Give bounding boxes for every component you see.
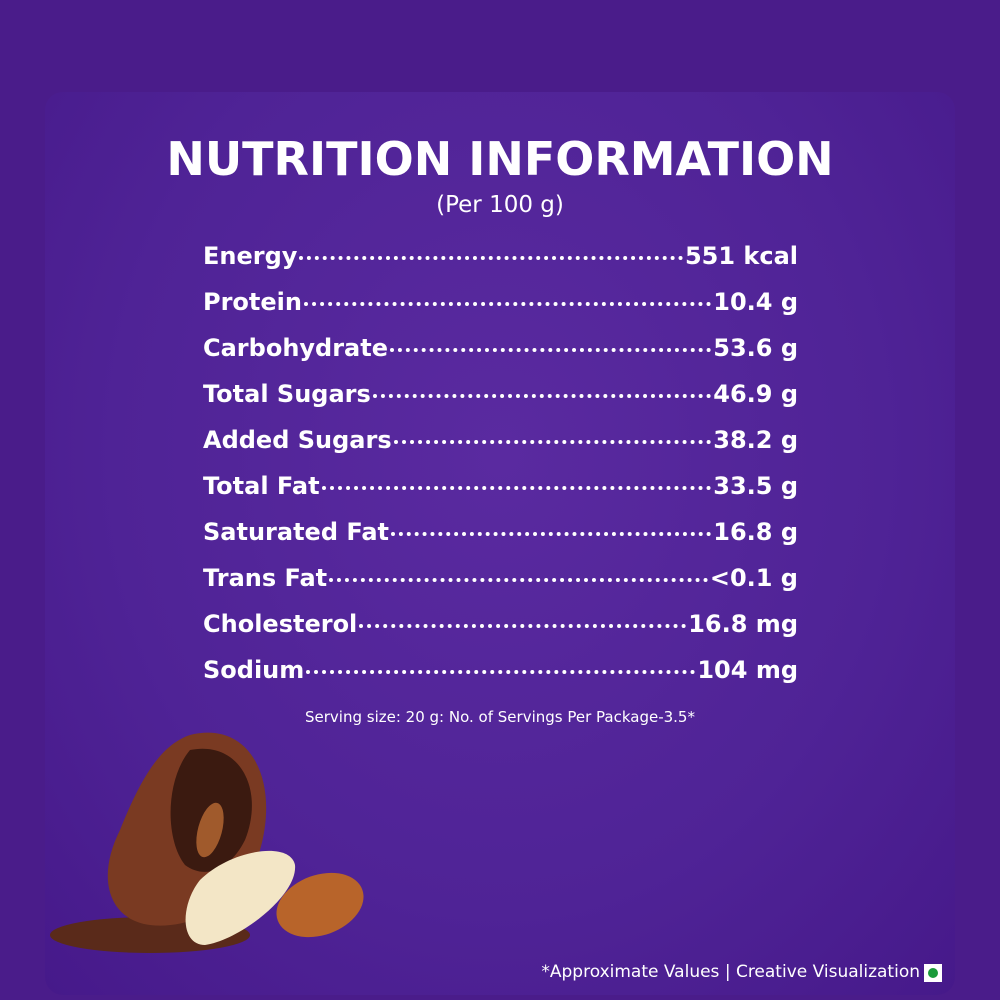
almond-illustration [50,732,364,953]
nutrient-name: Added Sugars [203,426,392,454]
nutrient-name: Energy [203,242,298,270]
nutrient-name: Carbohydrate [203,334,389,362]
dot-leader [390,348,712,352]
dot-leader [391,532,712,536]
split-almond [185,850,296,945]
nutrient-name: Total Sugars [203,380,371,408]
nutrient-name: Cholesterol [203,610,358,638]
dot-leader [321,486,712,490]
dot-leader [306,670,696,674]
veg-mark [924,964,942,982]
nutrition-row: Added Sugars 38.2 g [203,426,798,472]
nutrition-row: Saturated Fat 16.8 g [203,518,798,564]
nutrition-row: Energy 551 kcal [203,242,798,288]
nutrient-value: 16.8 g [713,518,798,546]
nutrient-name: Sodium [203,656,305,684]
nutrient-value: 104 mg [697,656,798,684]
nutrient-value: 53.6 g [713,334,798,362]
nutrition-row: Total Sugars 46.9 g [203,380,798,426]
subtitle: (Per 100 g) [436,192,564,218]
nutrient-name: Total Fat [203,472,320,500]
nutrition-row: Sodium 104 mg [203,656,798,702]
dot-leader [372,394,712,398]
nutrition-row: Trans Fat <0.1 g [203,564,798,610]
nutrient-name: Protein [203,288,302,316]
nutrition-row: Cholesterol 16.8 mg [203,610,798,656]
dot-leader [393,440,712,444]
nutrient-name: Saturated Fat [203,518,390,546]
nutrient-value: <0.1 g [709,564,798,592]
nutrition-row: Total Fat 33.5 g [203,472,798,518]
nutrient-value: 33.5 g [713,472,798,500]
nutrient-value: 38.2 g [713,426,798,454]
whole-almond [276,872,364,938]
nutrient-value: 46.9 g [713,380,798,408]
serving-note: Serving size: 20 g: No. of Servings Per … [305,708,695,726]
nutrition-row: Carbohydrate 53.6 g [203,334,798,380]
dot-leader [359,624,687,628]
footer-note: *Approximate Values | Creative Visualiza… [541,962,920,982]
almond-piece [196,802,224,858]
nutrition-row: Protein 10.4 g [203,288,798,334]
nutrient-name: Trans Fat [203,564,328,592]
nutrient-value: 551 kcal [684,242,798,270]
title: NUTRITION INFORMATION [166,132,834,186]
dot-leader [303,302,712,306]
nutrition-table: Energy 551 kcal Protein 10.4 g Carbohydrate 5… [203,242,798,702]
dot-leader [299,256,683,260]
nutrient-value: 16.8 mg [688,610,798,638]
dot-leader [329,578,708,582]
nutrient-value: 10.4 g [713,288,798,316]
